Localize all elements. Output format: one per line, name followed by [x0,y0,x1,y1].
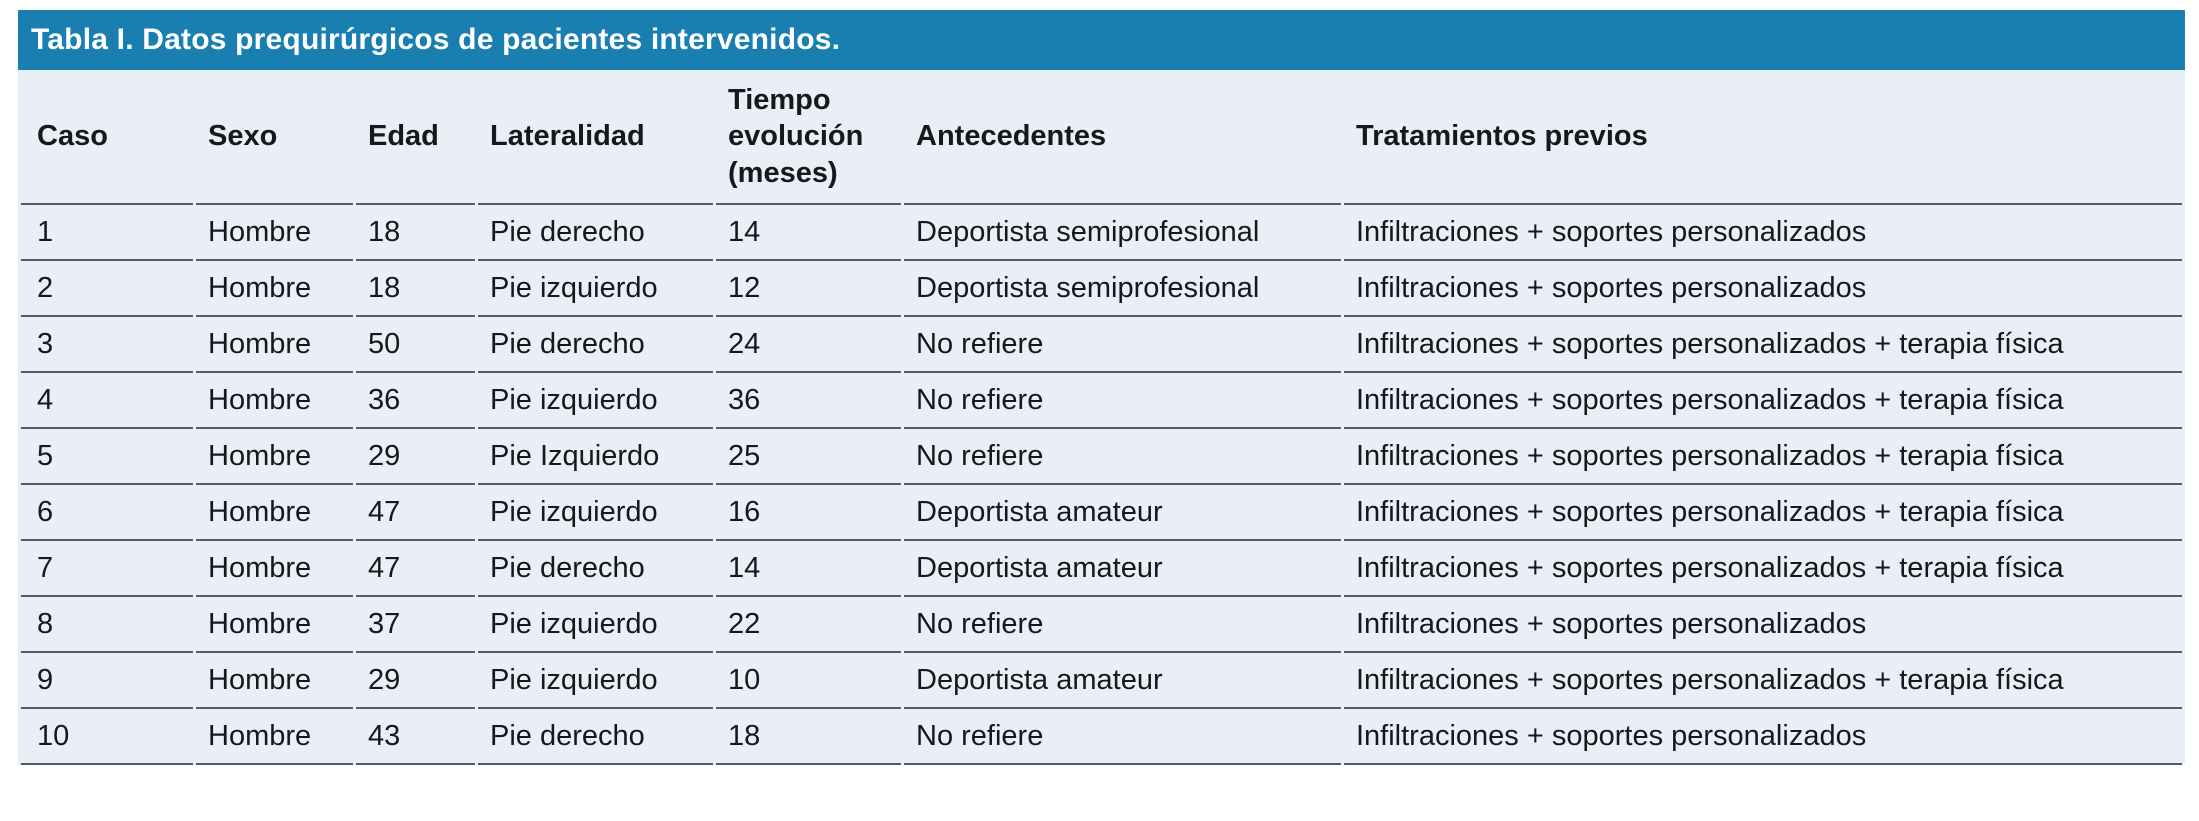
table-cell-antecedentes: No refiere [904,373,1341,429]
table-cell-sexo: Hombre [196,597,353,653]
table-cell-edad: 18 [356,261,475,317]
table-cell-tratamientos_previos: Infiltraciones + soportes personalizados [1344,205,2182,261]
table-cell-lateralidad: Pie izquierdo [478,373,713,429]
table-cell-lateralidad: Pie derecho [478,317,713,373]
column-header-sexo: Sexo [196,70,353,205]
column-header-caso: Caso [21,70,193,205]
table-cell-tiempo_evolucion_meses: 10 [716,653,901,709]
table-row: 8 Hombre 37 Pie izquierdo 22 No refiere Infilt… [21,597,2182,653]
table-cell-antecedentes: No refiere [904,317,1341,373]
table-cell-edad: 47 [356,541,475,597]
table-cell-sexo: Hombre [196,373,353,429]
table-cell-caso: 4 [21,373,193,429]
table-cell-edad: 18 [356,205,475,261]
table-cell-caso: 5 [21,429,193,485]
table-cell-antecedentes: Deportista semiprofesional [904,205,1341,261]
table-cell-caso: 9 [21,653,193,709]
table-cell-tiempo_evolucion_meses: 25 [716,429,901,485]
table-cell-tiempo_evolucion_meses: 36 [716,373,901,429]
table-cell-caso: 8 [21,597,193,653]
table-header-row: Caso Sexo Edad Lateralidad Tiempo evoluc… [21,70,2182,205]
table-row: 6 Hombre 47 Pie izquierdo 16 Deportista amate… [21,485,2182,541]
table-cell-tiempo_evolucion_meses: 24 [716,317,901,373]
table-cell-antecedentes: No refiere [904,429,1341,485]
column-header-tiempo-evolucion: Tiempo evolución (meses) [716,70,901,205]
table-row: 7 Hombre 47 Pie derecho 14 Deportista amateur… [21,541,2182,597]
table-row: 4 Hombre 36 Pie izquierdo 36 No refiere Infilt… [21,373,2182,429]
table-cell-sexo: Hombre [196,709,353,765]
table-cell-edad: 37 [356,597,475,653]
table-cell-tratamientos_previos: Infiltraciones + soportes personalizados [1344,597,2182,653]
table-header: Caso Sexo Edad Lateralidad Tiempo evoluc… [21,70,2182,205]
table-cell-caso: 1 [21,205,193,261]
table-cell-lateralidad: Pie izquierdo [478,653,713,709]
table-title: Tabla I. Datos prequirúrgicos de pacient… [31,23,841,56]
table-cell-tratamientos_previos: Infiltraciones + soportes personalizados… [1344,653,2182,709]
table-row: 10 Hombre 43 Pie derecho 18 No refiere Infiltr… [21,709,2182,765]
table-cell-lateralidad: Pie Izquierdo [478,429,713,485]
patients-table: Caso Sexo Edad Lateralidad Tiempo evoluc… [18,70,2185,765]
table-cell-lateralidad: Pie izquierdo [478,597,713,653]
table-cell-sexo: Hombre [196,429,353,485]
table-row: 9 Hombre 29 Pie izquierdo 10 Deportista amate… [21,653,2182,709]
table-cell-lateralidad: Pie derecho [478,709,713,765]
table-cell-antecedentes: No refiere [904,709,1341,765]
table-cell-lateralidad: Pie izquierdo [478,261,713,317]
table-row: 1 Hombre 18 Pie derecho 14 Deportista semipro… [21,205,2182,261]
column-header-antecedentes: Antecedentes [904,70,1341,205]
table-body: 1 Hombre 18 Pie derecho 14 Deportista semipro… [21,205,2182,765]
table-cell-lateralidad: Pie izquierdo [478,485,713,541]
table-cell-tratamientos_previos: Infiltraciones + soportes personalizados… [1344,429,2182,485]
table-cell-tratamientos_previos: Infiltraciones + soportes personalizados… [1344,541,2182,597]
table-cell-tiempo_evolucion_meses: 22 [716,597,901,653]
table-cell-tiempo_evolucion_meses: 14 [716,205,901,261]
table-cell-tratamientos_previos: Infiltraciones + soportes personalizados… [1344,373,2182,429]
table-cell-lateralidad: Pie derecho [478,541,713,597]
table-cell-tratamientos_previos: Infiltraciones + soportes personalizados… [1344,485,2182,541]
table-row: 2 Hombre 18 Pie izquierdo 12 Deportista semip… [21,261,2182,317]
table-cell-caso: 6 [21,485,193,541]
table-cell-edad: 43 [356,709,475,765]
table-cell-tiempo_evolucion_meses: 12 [716,261,901,317]
column-header-edad: Edad [356,70,475,205]
table-cell-edad: 29 [356,653,475,709]
table-cell-edad: 50 [356,317,475,373]
table-cell-tiempo_evolucion_meses: 16 [716,485,901,541]
table-cell-tratamientos_previos: Infiltraciones + soportes personalizados… [1344,317,2182,373]
table-cell-caso: 3 [21,317,193,373]
table-row: 3 Hombre 50 Pie derecho 24 No refiere Infiltra… [21,317,2182,373]
table-cell-sexo: Hombre [196,205,353,261]
table-cell-antecedentes: Deportista amateur [904,653,1341,709]
table-cell-sexo: Hombre [196,485,353,541]
table-container: Tabla I. Datos prequirúrgicos de pacient… [18,10,2185,765]
column-header-tratamientos-previos: Tratamientos previos [1344,70,2182,205]
table-cell-edad: 36 [356,373,475,429]
table-cell-lateralidad: Pie derecho [478,205,713,261]
table-cell-antecedentes: Deportista amateur [904,485,1341,541]
table-cell-caso: 10 [21,709,193,765]
column-header-lateralidad: Lateralidad [478,70,713,205]
table-cell-tratamientos_previos: Infiltraciones + soportes personalizados [1344,709,2182,765]
table-row: 5 Hombre 29 Pie Izquierdo 25 No refiere Infilt… [21,429,2182,485]
table-cell-edad: 47 [356,485,475,541]
table-title-bar: Tabla I. Datos prequirúrgicos de pacient… [18,10,2185,70]
table-cell-sexo: Hombre [196,317,353,373]
table-cell-antecedentes: Deportista amateur [904,541,1341,597]
table-cell-tiempo_evolucion_meses: 18 [716,709,901,765]
table-cell-antecedentes: Deportista semiprofesional [904,261,1341,317]
table-cell-tratamientos_previos: Infiltraciones + soportes personalizados [1344,261,2182,317]
table-cell-edad: 29 [356,429,475,485]
table-cell-antecedentes: No refiere [904,597,1341,653]
table-cell-sexo: Hombre [196,261,353,317]
table-cell-sexo: Hombre [196,541,353,597]
table-cell-tiempo_evolucion_meses: 14 [716,541,901,597]
table-cell-sexo: Hombre [196,653,353,709]
table-cell-caso: 2 [21,261,193,317]
table-cell-caso: 7 [21,541,193,597]
